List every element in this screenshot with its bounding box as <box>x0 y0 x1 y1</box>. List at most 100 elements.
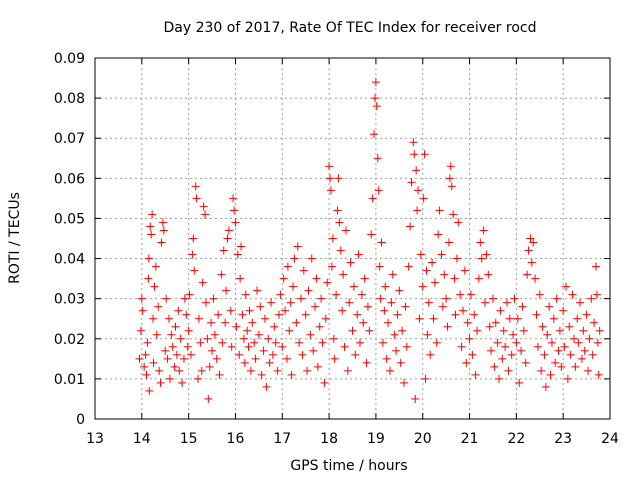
data-point <box>150 282 159 291</box>
data-point <box>282 354 291 363</box>
data-point <box>252 286 261 295</box>
data-point <box>341 226 350 235</box>
data-point <box>268 350 277 359</box>
data-point <box>306 330 315 339</box>
data-point <box>541 382 550 391</box>
data-point <box>421 374 430 383</box>
data-point <box>583 366 592 375</box>
data-point <box>285 326 294 335</box>
data-point <box>367 230 376 239</box>
data-point <box>449 210 458 219</box>
data-point <box>241 290 250 299</box>
data-point <box>212 354 221 363</box>
axes: 13 14 15 16 17 18 19 20 21 22 23 24 0 0.01 0.02 0.03 0.0… <box>54 51 619 447</box>
data-point <box>531 274 540 283</box>
data-point <box>414 186 423 195</box>
data-point <box>246 366 255 375</box>
data-point <box>462 358 471 367</box>
data-point <box>311 302 320 311</box>
data-point <box>509 330 518 339</box>
data-point <box>518 302 527 311</box>
data-point <box>576 298 585 307</box>
data-point <box>254 330 263 339</box>
data-point <box>281 306 290 315</box>
data-point <box>559 306 568 315</box>
data-point <box>215 370 224 379</box>
data-point <box>156 378 165 387</box>
data-point <box>517 346 526 355</box>
data-point <box>161 346 170 355</box>
data-point <box>279 274 288 283</box>
data-point <box>185 290 194 299</box>
x-tick-label: 22 <box>507 431 525 447</box>
data-point <box>423 330 432 339</box>
data-point <box>480 298 489 307</box>
data-point <box>473 326 482 335</box>
data-point <box>563 374 572 383</box>
data-point <box>529 238 538 247</box>
data-point <box>339 270 348 279</box>
x-tick-label: 13 <box>86 431 104 447</box>
data-point <box>359 318 368 327</box>
data-point <box>574 338 583 347</box>
data-point <box>174 306 183 315</box>
data-point <box>351 350 360 359</box>
data-point <box>507 350 516 359</box>
x-tick-label: 21 <box>461 431 479 447</box>
data-point <box>355 338 364 347</box>
data-point <box>371 78 380 87</box>
data-point <box>432 338 441 347</box>
data-point <box>476 238 485 247</box>
data-point <box>498 354 507 363</box>
data-point <box>557 362 566 371</box>
data-point <box>526 234 535 243</box>
data-point <box>146 222 155 231</box>
x-tick-label: 18 <box>320 431 338 447</box>
data-point <box>176 334 185 343</box>
data-point <box>194 374 202 383</box>
data-point <box>418 282 427 291</box>
data-point <box>416 250 425 259</box>
data-point <box>217 270 226 279</box>
data-point <box>590 318 599 327</box>
data-point <box>373 154 382 163</box>
data-point <box>245 306 254 315</box>
data-point <box>537 366 546 375</box>
data-point <box>230 206 239 215</box>
data-point <box>445 174 454 183</box>
data-point <box>585 334 594 343</box>
x-tick-label: 15 <box>180 431 198 447</box>
data-point <box>594 370 603 379</box>
data-point <box>412 166 421 175</box>
data-point <box>170 362 179 371</box>
data-point <box>334 174 343 183</box>
data-point <box>323 278 332 287</box>
data-point <box>368 194 377 203</box>
data-point <box>577 354 586 363</box>
data-point <box>283 262 292 271</box>
data-point <box>496 306 505 315</box>
data-point <box>365 326 374 335</box>
data-point <box>491 318 500 327</box>
data-point <box>452 254 461 263</box>
data-point <box>313 362 322 371</box>
data-point <box>513 314 522 323</box>
data-point <box>184 326 193 335</box>
data-point <box>466 290 475 299</box>
data-point <box>547 338 556 347</box>
y-tick-label: 0.04 <box>54 252 85 268</box>
data-point <box>262 382 271 391</box>
data-point <box>404 262 413 271</box>
data-point <box>395 286 404 295</box>
data-point <box>207 318 216 327</box>
data-point <box>422 266 431 275</box>
data-point <box>376 294 385 303</box>
data-point <box>443 322 452 331</box>
data-point <box>430 278 439 287</box>
data-point <box>444 238 453 247</box>
data-point <box>229 194 238 203</box>
data-point <box>588 350 597 359</box>
data-point <box>205 362 214 371</box>
data-point <box>555 326 564 335</box>
data-point <box>343 366 352 375</box>
